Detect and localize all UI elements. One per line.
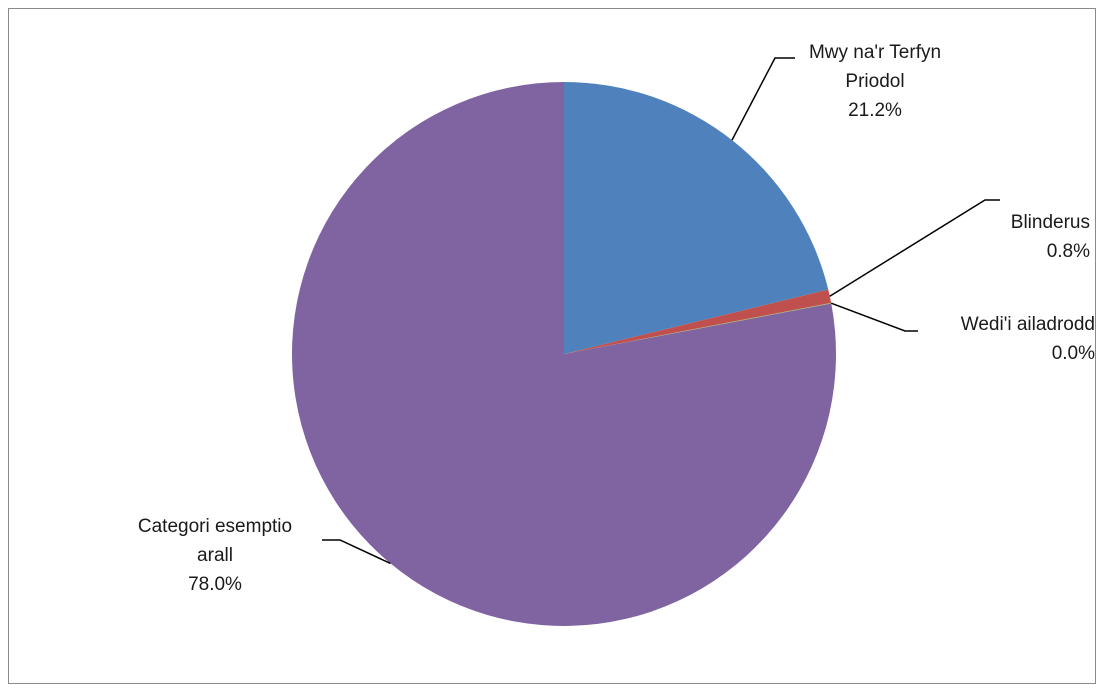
slice-label-line: Wedi'i ailadrodd xyxy=(960,314,1095,335)
leader-line xyxy=(322,539,391,565)
slice-percent-label: 21.2% xyxy=(848,100,902,121)
slice-label-line: Mwy na'r Terfyn xyxy=(808,42,942,63)
pie-slice xyxy=(564,82,829,354)
slice-label-line: Blinderus xyxy=(1010,212,1090,233)
slice-label-line: Categori esemptio xyxy=(137,516,293,537)
leader-line xyxy=(830,302,918,332)
pie-slice xyxy=(564,302,832,354)
leader-line xyxy=(731,57,795,141)
pie-slice xyxy=(564,289,832,354)
slice-label-blinderus: Blinderus 0.8% xyxy=(980,208,1090,266)
slice-label-wedi-i-ailadrodd: Wedi'i ailadrodd 0.0% xyxy=(915,310,1095,368)
slice-label-mwy-na-r-terfyn-priodol: Mwy na'r Terfyn Priodol 21.2% xyxy=(790,38,960,125)
leader-line xyxy=(829,199,1000,297)
slice-percent-label: 0.8% xyxy=(1046,241,1090,262)
slice-label-line: arall xyxy=(197,545,233,566)
pie-slice xyxy=(291,82,836,627)
slice-label-categori-esemptio-arall: Categori esemptio arall 78.0% xyxy=(110,512,320,599)
slice-label-line: Priodol xyxy=(845,71,905,92)
slice-percent-label: 0.0% xyxy=(1051,343,1095,364)
slice-percent-label: 78.0% xyxy=(188,574,242,595)
